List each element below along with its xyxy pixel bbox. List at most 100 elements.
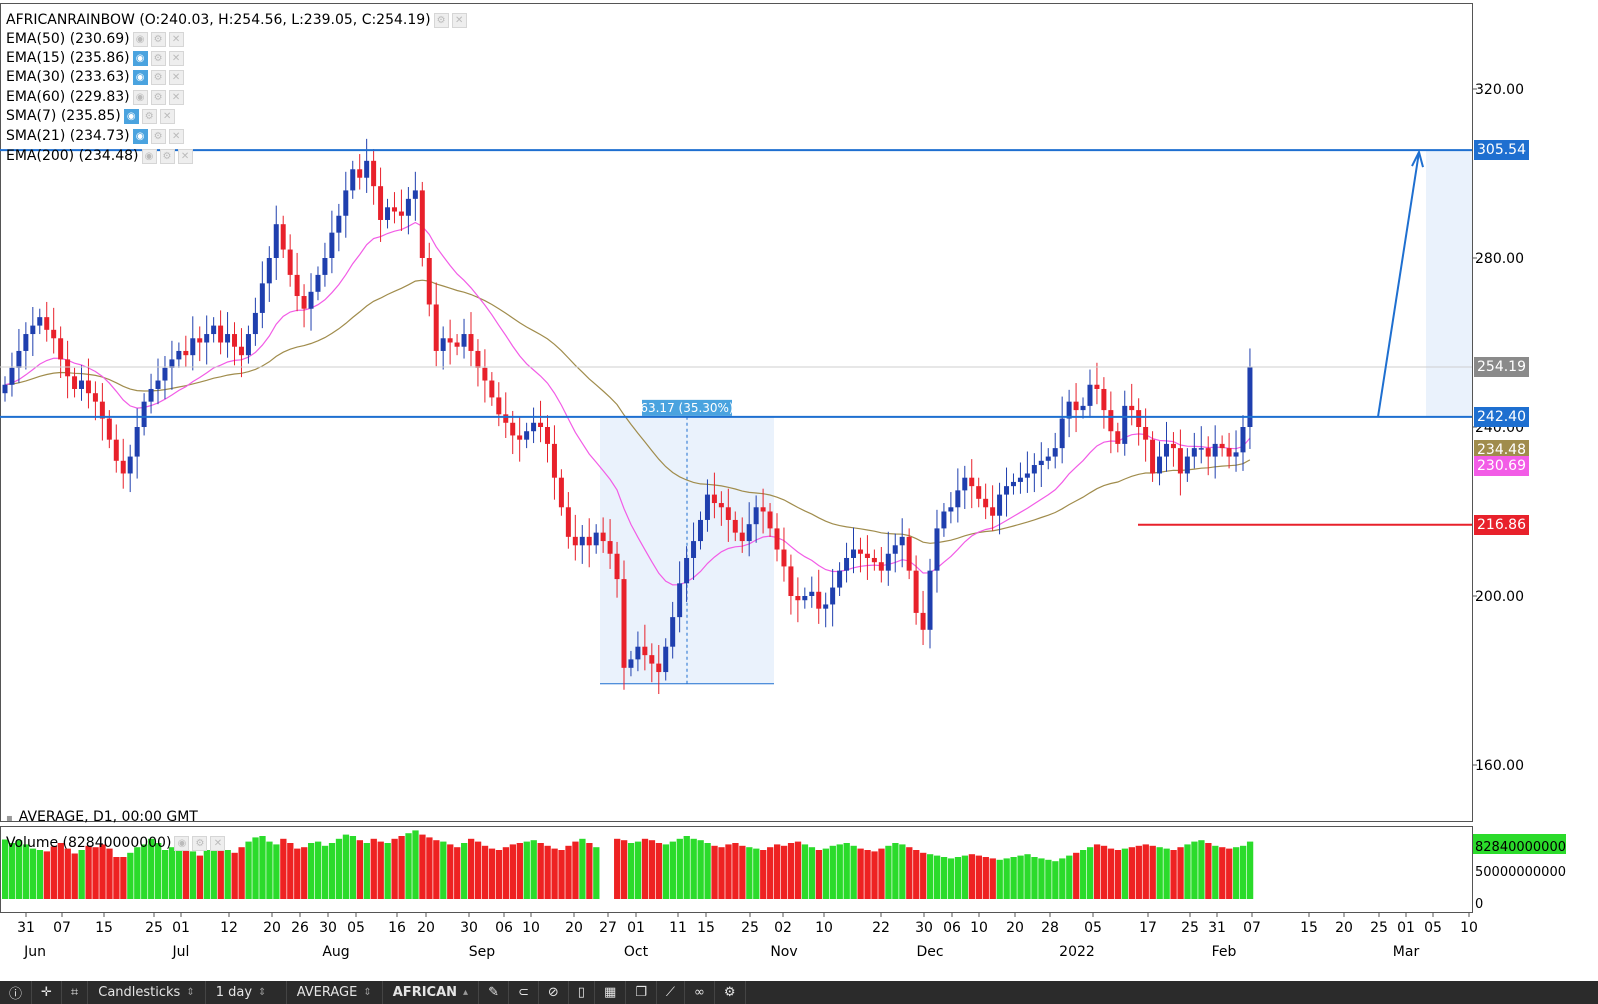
eye-icon[interactable]: ◉ <box>132 31 148 47</box>
line-chart-icon[interactable]: ⟋ <box>657 981 685 1004</box>
eye-icon[interactable]: ◉ <box>123 108 139 124</box>
volume-bar <box>168 847 176 899</box>
eye-icon[interactable]: ◉ <box>132 128 148 144</box>
indicator-ema30[interactable]: EMA(30) (233.63) ◉ ⚙ ✕ <box>6 68 184 86</box>
source-select[interactable]: AVERAGE ⇕ <box>287 981 383 1004</box>
indicator-ema15[interactable]: EMA(15) (235.86) ◉ ⚙ ✕ <box>6 49 184 67</box>
candle-body <box>218 325 224 343</box>
pencil-icon[interactable]: ✎ <box>479 981 509 1004</box>
candle-body <box>955 490 961 508</box>
volume-bar <box>1177 847 1184 899</box>
chart-type-select[interactable]: Candlesticks ⇕ <box>88 981 206 1004</box>
close-icon[interactable]: ✕ <box>168 128 184 144</box>
volume-bar <box>516 843 523 899</box>
volume-bar <box>774 844 781 899</box>
x-tick-label: 06 <box>943 920 961 936</box>
candle-body <box>92 393 98 402</box>
candle-body <box>190 338 196 356</box>
settings-icon[interactable]: ⚙ <box>192 835 208 851</box>
eye-icon[interactable]: ◉ <box>174 835 190 851</box>
volume-bar <box>968 854 976 899</box>
crosshair-icon[interactable]: ✛ <box>32 981 62 1004</box>
close-icon[interactable]: ✕ <box>210 835 226 851</box>
eye-icon[interactable]: ◉ <box>132 69 148 85</box>
candle-body <box>656 663 662 673</box>
interval-select[interactable]: 1 day ⇕ <box>206 981 287 1004</box>
price-levels <box>0 149 1472 526</box>
close-icon[interactable]: ✕ <box>168 31 184 47</box>
volume-legend: Volume (82840000000) ◉ ⚙ ✕ <box>6 834 226 852</box>
settings-icon[interactable]: ⚙ <box>159 148 175 164</box>
settings-icon[interactable]: ⚙ <box>433 12 449 28</box>
volume-bar <box>252 837 259 899</box>
candle-body <box>990 507 996 516</box>
candle-body <box>600 532 606 542</box>
close-icon[interactable]: ✕ <box>451 12 467 28</box>
eye-icon[interactable]: ◉ <box>132 50 148 66</box>
indicator-sma7[interactable]: SMA(7) (235.85) ◉ ⚙ ✕ <box>6 107 175 125</box>
eye-icon[interactable]: ◉ <box>132 89 148 105</box>
close-icon[interactable]: ✕ <box>177 148 193 164</box>
candle-body <box>433 304 439 351</box>
grid-icon[interactable]: ▦ <box>595 981 627 1004</box>
volume-bar <box>1003 858 1010 899</box>
settings-icon[interactable]: ⚙ <box>150 89 166 105</box>
eye-icon[interactable]: ◉ <box>141 148 157 164</box>
volume-bar <box>1038 858 1045 899</box>
indicator-sma21[interactable]: SMA(21) (234.73) ◉ ⚙ ✕ <box>6 127 184 145</box>
candle-body <box>538 422 544 427</box>
trash-icon[interactable]: ▯ <box>569 981 595 1004</box>
volume-bar <box>551 848 558 899</box>
settings-icon[interactable]: ⚙ <box>150 31 166 47</box>
candle-body <box>294 274 300 297</box>
symbol-select[interactable]: AFRICAN ▴ <box>383 981 480 1004</box>
settings-icon[interactable]: ⚙ <box>141 108 157 124</box>
volume-bar <box>836 844 843 899</box>
close-icon[interactable]: ✕ <box>168 69 184 85</box>
link-icon[interactable]: ∞ <box>685 981 715 1004</box>
close-icon[interactable]: ✕ <box>159 108 175 124</box>
magnet-icon[interactable]: ⊂ <box>509 981 539 1004</box>
volume-bar <box>780 845 788 899</box>
candle-body <box>1198 448 1204 450</box>
settings-icon[interactable]: ⚙ <box>150 128 166 144</box>
hide-icon[interactable]: ⊘ <box>539 981 569 1004</box>
candle-body <box>621 579 627 668</box>
close-icon[interactable]: ✕ <box>168 89 184 105</box>
volume-bar <box>1066 855 1073 899</box>
candle-body <box>1052 448 1058 457</box>
candle-body <box>238 346 244 356</box>
volume-bar <box>1107 848 1115 899</box>
chart-canvas[interactable]: 63.17 (35.30%) 320.00280.00240.00200.001… <box>0 0 1598 981</box>
candle-body <box>259 283 265 313</box>
symbol-ohlc-legend: AFRICANRAINBOW (O:240.03, H:254.56, L:23… <box>6 11 467 29</box>
candle-body <box>1094 384 1100 389</box>
crop-icon[interactable]: ⌗ <box>62 981 89 1004</box>
volume-bar <box>64 848 71 899</box>
x-month-label: Aug <box>322 944 349 960</box>
settings-icon[interactable]: ⚙ <box>150 69 166 85</box>
volume-bar <box>940 857 948 899</box>
candle-body <box>795 596 801 601</box>
volume-bar <box>822 848 829 899</box>
close-icon[interactable]: ✕ <box>168 50 184 66</box>
indicator-label: EMA(50) (230.69) <box>6 31 130 47</box>
volume-bar <box>92 847 99 899</box>
copy-icon[interactable]: ❐ <box>626 981 657 1004</box>
gear-icon[interactable]: ⚙ <box>715 981 746 1004</box>
volume-bar <box>2 839 9 899</box>
x-tick-label: 10 <box>1460 920 1478 936</box>
settings-icon[interactable]: ⚙ <box>150 50 166 66</box>
indicator-ema60[interactable]: EMA(60) (229.83) ◉ ⚙ ✕ <box>6 88 184 106</box>
candle-body <box>148 388 154 402</box>
indicator-ema200[interactable]: EMA(200) (234.48) ◉ ⚙ ✕ <box>6 147 193 165</box>
candle-body <box>106 418 112 440</box>
x-month-label: Sep <box>469 944 496 960</box>
volume-axis-label: 50000000000 <box>1475 865 1566 880</box>
volume-bar <box>308 843 315 899</box>
info-icon[interactable]: ⓘ <box>0 981 33 1004</box>
chart-type-label: Candlesticks <box>98 985 181 1000</box>
indicator-ema50[interactable]: EMA(50) (230.69) ◉ ⚙ ✕ <box>6 30 184 48</box>
volume-bar <box>620 840 628 899</box>
candle-body <box>211 325 217 335</box>
